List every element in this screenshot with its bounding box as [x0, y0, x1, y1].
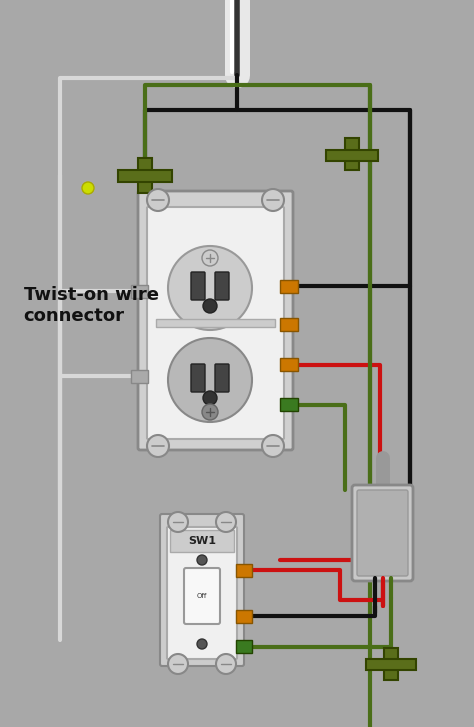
Circle shape	[147, 435, 169, 457]
Text: Twist-on wire
connector: Twist-on wire connector	[24, 286, 159, 325]
FancyBboxPatch shape	[357, 490, 408, 576]
Bar	[384, 648, 398, 680]
Circle shape	[262, 189, 284, 211]
Bar	[345, 138, 359, 170]
Circle shape	[168, 654, 188, 674]
Circle shape	[82, 182, 94, 194]
FancyBboxPatch shape	[147, 207, 284, 439]
Circle shape	[168, 338, 252, 422]
Bar	[236, 640, 252, 653]
Bar	[170, 530, 234, 552]
FancyBboxPatch shape	[184, 568, 220, 624]
Circle shape	[168, 512, 188, 532]
FancyBboxPatch shape	[352, 485, 413, 581]
Circle shape	[216, 654, 236, 674]
Bar	[280, 318, 298, 331]
Circle shape	[202, 250, 218, 266]
FancyBboxPatch shape	[191, 364, 205, 392]
Bar	[280, 280, 298, 293]
Circle shape	[262, 435, 284, 457]
Bar	[366, 659, 416, 670]
Bar	[138, 158, 152, 193]
Circle shape	[197, 639, 207, 649]
Text: Off: Off	[197, 593, 207, 599]
FancyBboxPatch shape	[215, 364, 229, 392]
FancyBboxPatch shape	[138, 191, 293, 450]
FancyBboxPatch shape	[191, 272, 205, 300]
Bar	[280, 398, 298, 411]
FancyBboxPatch shape	[215, 272, 229, 300]
Bar	[131, 370, 148, 383]
Circle shape	[202, 404, 218, 420]
Circle shape	[147, 189, 169, 211]
Bar	[326, 150, 378, 161]
Bar	[118, 170, 172, 182]
Circle shape	[168, 246, 252, 330]
FancyBboxPatch shape	[160, 514, 244, 666]
Circle shape	[203, 299, 217, 313]
Circle shape	[197, 555, 207, 565]
Bar	[131, 285, 148, 298]
Circle shape	[203, 391, 217, 405]
Bar	[280, 358, 298, 371]
Text: SW1: SW1	[188, 536, 216, 546]
Circle shape	[216, 512, 236, 532]
Bar	[236, 564, 252, 577]
FancyBboxPatch shape	[167, 527, 237, 659]
Bar	[156, 319, 275, 327]
Bar	[236, 610, 252, 623]
